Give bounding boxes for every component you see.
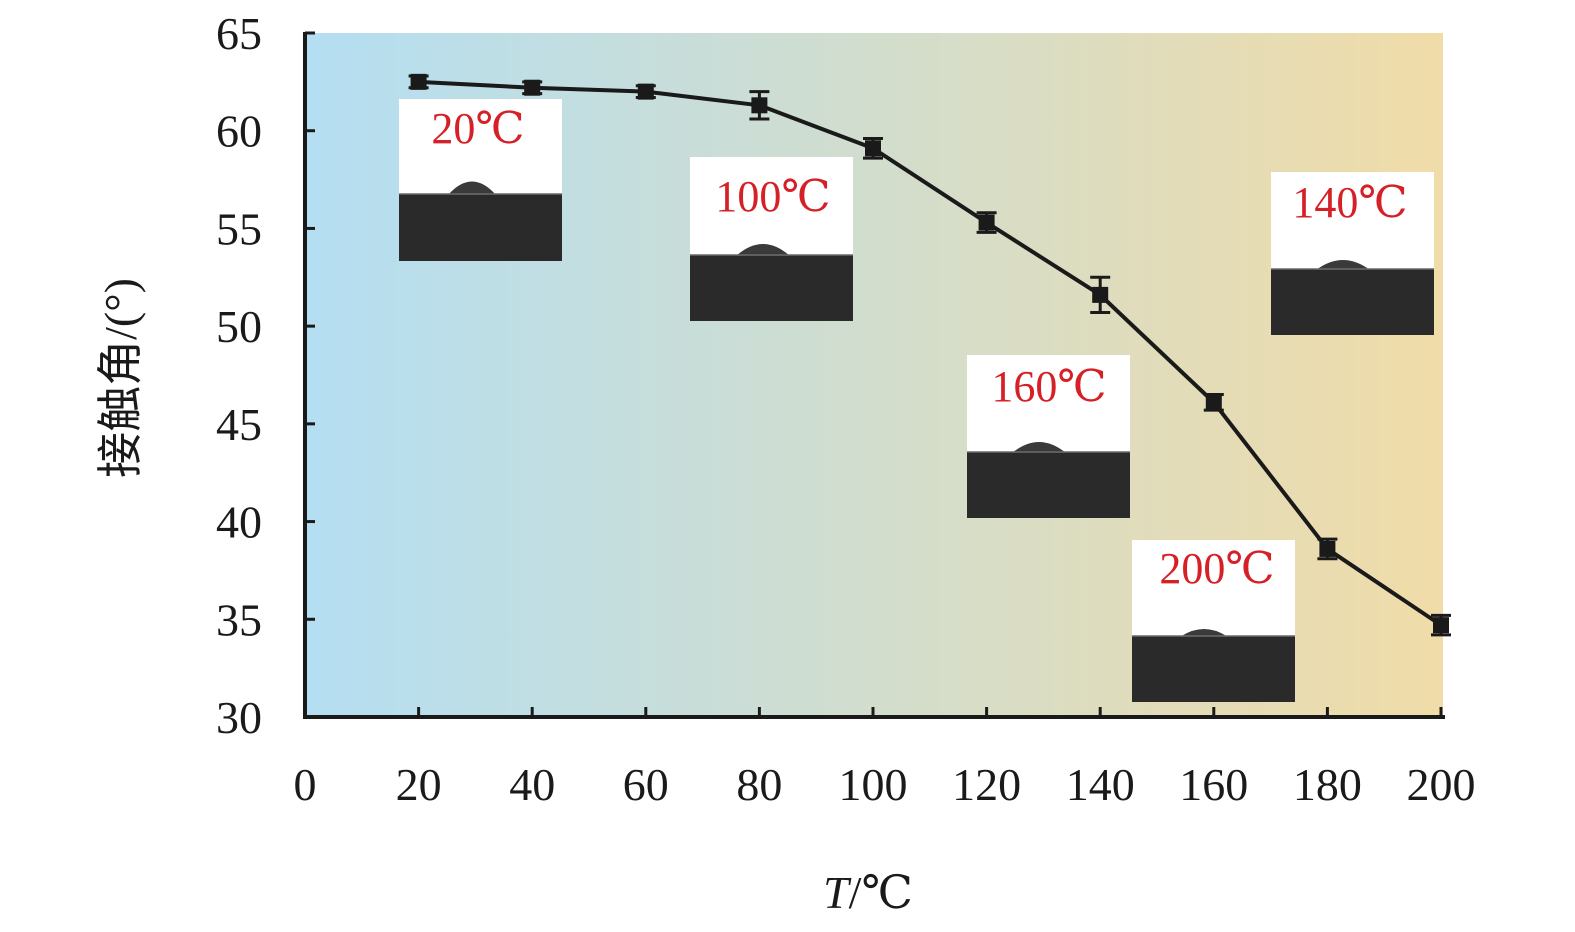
data-point	[1319, 540, 1336, 557]
y-tick-label: 35	[216, 594, 262, 645]
inset-200c: 200℃	[1132, 540, 1295, 702]
x-axis-title-unit: /℃	[849, 867, 913, 918]
droplet-insets: 20℃ 100℃ 140℃ 160℃ 200℃	[399, 99, 1434, 702]
y-tick-label: 65	[216, 8, 262, 59]
x-tick-label: 100	[839, 759, 908, 810]
x-tick-label: 80	[736, 759, 782, 810]
y-axis-title: 接触角/(°)	[95, 278, 146, 478]
inset-label-140c: 140℃	[1292, 178, 1407, 227]
y-tick-label: 30	[216, 692, 262, 743]
inset-label-100c: 100℃	[715, 172, 830, 221]
x-tick-label: 140	[1066, 759, 1135, 810]
inset-label-160c: 160℃	[991, 362, 1106, 411]
inset-160c: 160℃	[967, 355, 1130, 518]
inset-label-20c: 20℃	[431, 104, 524, 153]
y-tick-label: 40	[216, 497, 262, 548]
data-point	[1433, 617, 1449, 634]
data-point	[865, 140, 881, 157]
data-point	[1092, 286, 1109, 303]
y-tick-label: 45	[216, 399, 262, 450]
x-axis-title: T/℃	[823, 867, 913, 918]
x-tick-label: 120	[952, 759, 1021, 810]
y-tick-label: 50	[216, 301, 262, 352]
series-line	[418, 79, 1443, 627]
data-point	[410, 73, 427, 90]
inset-20c: 20℃	[399, 99, 562, 261]
inset-label-200c: 200℃	[1159, 544, 1274, 593]
x-axis-title-var: T	[823, 867, 852, 918]
inset-100c: 100℃	[690, 157, 853, 321]
x-tick-label: 20	[396, 759, 442, 810]
y-tick-label: 60	[216, 106, 262, 157]
ticks: 0 20 40 60 80 100 120 140 160 180 200 30 35 40 45 50 55 6…	[216, 8, 1476, 810]
data-point	[1205, 394, 1222, 411]
data-point	[751, 97, 768, 114]
x-tick-label: 0	[294, 759, 317, 810]
data-point	[524, 79, 541, 96]
x-tick-label: 160	[1179, 759, 1248, 810]
data-series	[408, 73, 1451, 637]
data-point	[637, 83, 654, 100]
x-tick-label: 180	[1293, 759, 1362, 810]
data-point	[978, 214, 995, 231]
y-tick-label: 55	[216, 203, 262, 254]
x-tick-label: 60	[623, 759, 669, 810]
inset-140c: 140℃	[1271, 172, 1434, 335]
x-tick-label: 200	[1407, 759, 1476, 810]
x-tick-label: 40	[509, 759, 555, 810]
